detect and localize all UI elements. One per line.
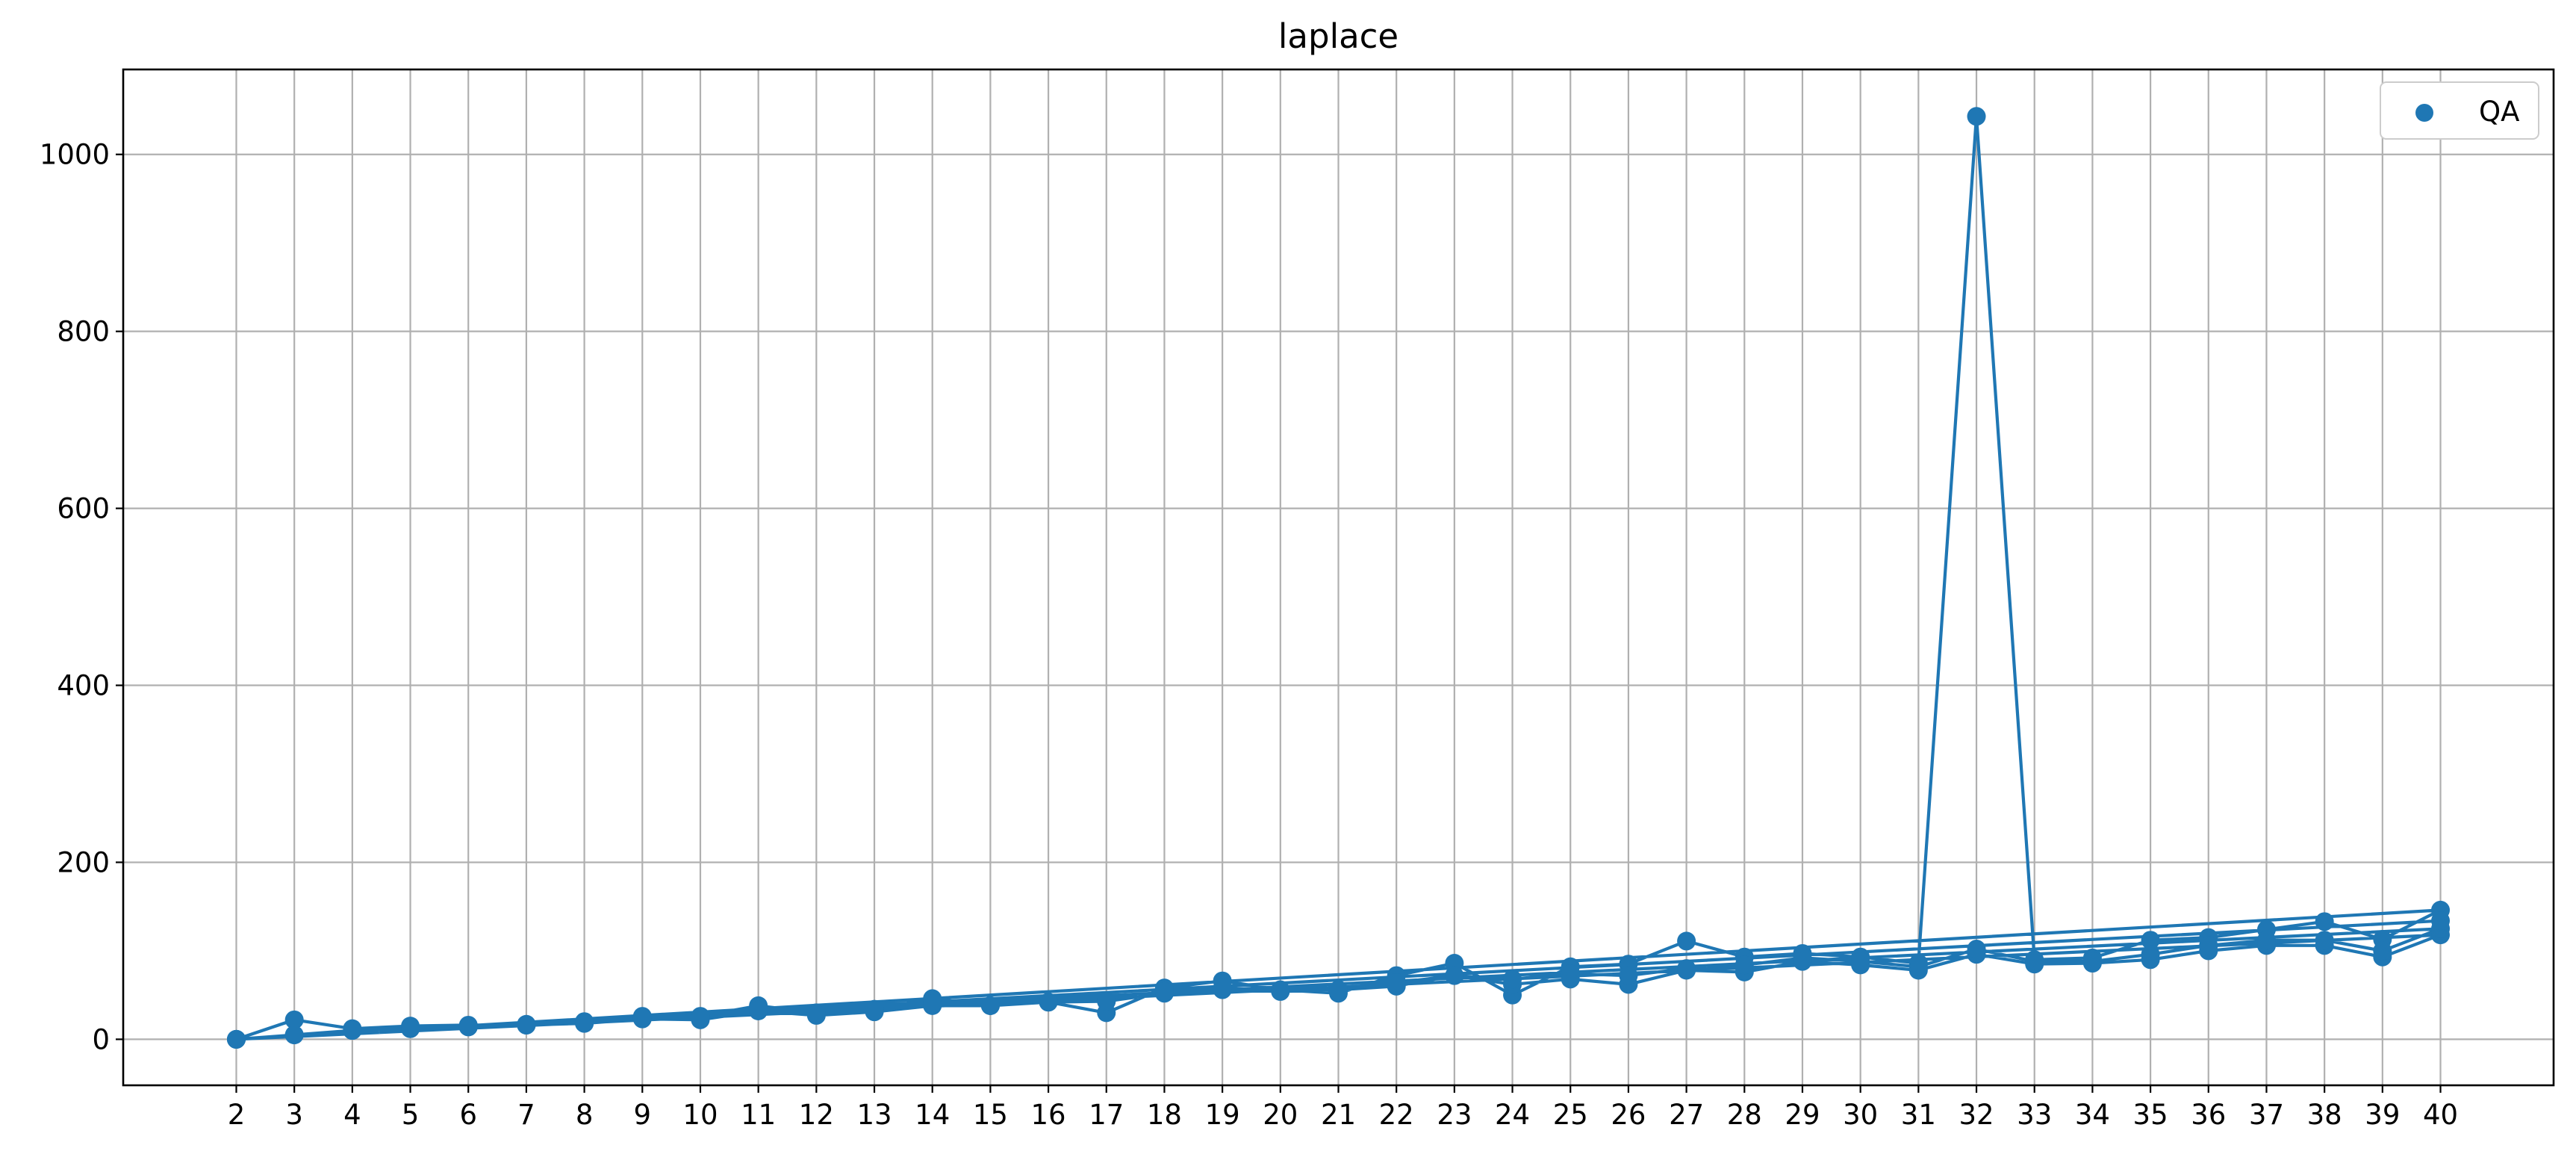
y-tick-label: 800: [57, 316, 110, 348]
x-tick-label: 3: [285, 1099, 303, 1131]
data-point: [1271, 981, 1290, 1000]
legend-label-qa: QA: [2479, 96, 2519, 128]
data-point: [1851, 952, 1870, 971]
series-qa: [226, 107, 2451, 1049]
x-tick-label: 30: [1843, 1099, 1878, 1131]
data-point: [401, 1019, 420, 1038]
data-point: [1387, 973, 1406, 993]
data-point: [865, 1001, 884, 1020]
data-point: [517, 1015, 536, 1035]
x-tick-label: 8: [576, 1099, 594, 1131]
data-point: [1561, 964, 1580, 984]
x-tick-label: 12: [799, 1099, 834, 1131]
data-point: [1967, 940, 1986, 959]
x-tick-label: 16: [1031, 1099, 1066, 1131]
data-point: [284, 1025, 304, 1044]
x-tick-label: 32: [1959, 1099, 1994, 1131]
x-tick-label: 38: [2307, 1099, 2342, 1131]
x-tick-label: 10: [682, 1099, 718, 1131]
data-point: [2315, 931, 2334, 950]
y-tick-label: 600: [57, 493, 110, 525]
x-tick-label: 17: [1089, 1099, 1124, 1131]
data-point: [226, 1029, 246, 1049]
data-point: [284, 1010, 304, 1029]
data-point: [1097, 991, 1116, 1011]
data-point: [1503, 970, 1522, 989]
data-point: [1967, 107, 1986, 126]
data-point: [980, 996, 1000, 1015]
data-point: [1735, 955, 1754, 975]
data-point: [1039, 993, 1058, 1012]
data-point: [749, 1000, 768, 1020]
data-point: [575, 1014, 594, 1033]
x-tick-label: 15: [973, 1099, 1008, 1131]
data-point: [2082, 952, 2102, 971]
x-tick-label: 29: [1785, 1099, 1820, 1131]
x-tick-label: 9: [634, 1099, 652, 1131]
x-tick-label: 36: [2191, 1099, 2226, 1131]
x-tick-label: 7: [517, 1099, 535, 1131]
x-tick-label: 39: [2365, 1099, 2400, 1131]
legend: QA: [2380, 81, 2539, 140]
data-point: [1793, 948, 1812, 967]
x-tick-label: 40: [2423, 1099, 2458, 1131]
y-axis-ticks: 0 200 400 600 800 1000: [40, 139, 123, 1055]
data-point: [1154, 981, 1174, 1001]
x-tick-label: 19: [1205, 1099, 1240, 1131]
x-axis-ticks: 2 3 4 5 6 7 8 9 10 11 12 13 14 15 16 17 18 19 20 21 22 23 24 25…: [228, 1085, 2458, 1131]
x-tick-label: 18: [1147, 1099, 1182, 1131]
x-tick-label: 33: [2017, 1099, 2052, 1131]
x-tick-label: 31: [1901, 1099, 1936, 1131]
x-tick-label: 20: [1263, 1099, 1298, 1131]
x-tick-label: 11: [741, 1099, 776, 1131]
x-tick-label: 35: [2133, 1099, 2168, 1131]
x-tick-label: 5: [402, 1099, 420, 1131]
x-tick-label: 14: [915, 1099, 950, 1131]
data-point: [1619, 966, 1638, 985]
data-point: [2256, 931, 2276, 950]
y-tick-label: 0: [92, 1023, 110, 1055]
x-tick-label: 27: [1669, 1099, 1704, 1131]
data-point: [691, 1008, 710, 1028]
data-point: [1213, 978, 1232, 998]
legend-marker-qa: [2415, 104, 2433, 122]
legend-box: [2380, 81, 2539, 140]
data-point: [2141, 931, 2160, 950]
y-tick-label: 400: [57, 670, 110, 702]
x-tick-label: 37: [2249, 1099, 2284, 1131]
data-point: [1677, 931, 1696, 951]
data-point: [923, 994, 942, 1014]
x-tick-label: 24: [1495, 1099, 1530, 1131]
x-tick-label: 25: [1553, 1099, 1588, 1131]
data-point: [1908, 957, 1928, 976]
x-tick-label: 34: [2075, 1099, 2110, 1131]
data-point: [1677, 959, 1696, 978]
data-point: [806, 1005, 826, 1024]
data-point: [1329, 980, 1348, 999]
grid: [123, 69, 2554, 1085]
x-tick-label: 21: [1321, 1099, 1356, 1131]
data-point: [343, 1021, 362, 1040]
x-tick-label: 26: [1611, 1099, 1646, 1131]
y-tick-label: 1000: [40, 139, 110, 171]
data-point: [2199, 936, 2218, 955]
y-tick-label: 200: [57, 846, 110, 878]
x-tick-label: 23: [1437, 1099, 1472, 1131]
data-point: [2025, 952, 2044, 971]
data-point: [458, 1017, 478, 1037]
data-point: [2431, 911, 2451, 931]
data-point: [632, 1008, 652, 1028]
chart-title: laplace: [1278, 16, 1399, 56]
data-point: [2315, 912, 2334, 931]
x-tick-label: 4: [343, 1099, 361, 1131]
data-point: [2373, 941, 2392, 961]
data-point: [1445, 966, 1464, 985]
x-tick-label: 6: [459, 1099, 477, 1131]
x-tick-label: 2: [228, 1099, 246, 1131]
data-point: [2141, 945, 2160, 964]
x-tick-label: 22: [1379, 1099, 1414, 1131]
x-tick-label: 13: [856, 1099, 892, 1131]
x-tick-label: 28: [1727, 1099, 1762, 1131]
